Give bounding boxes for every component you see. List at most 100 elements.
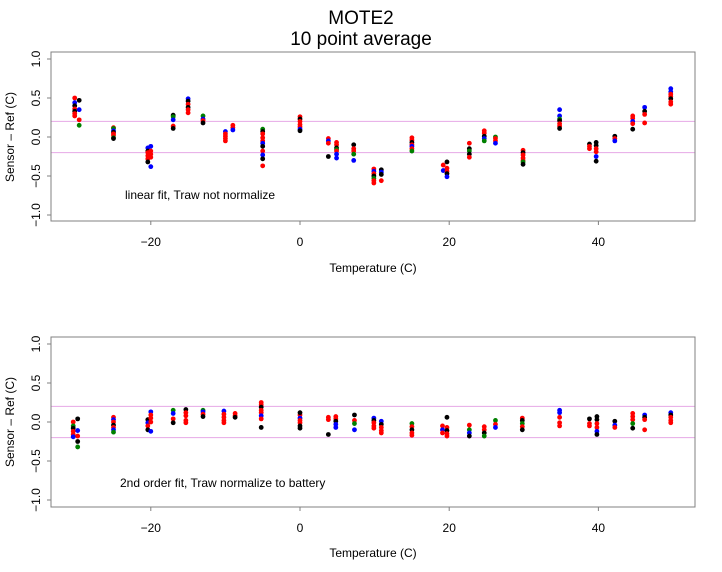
bottom-data-point-red [258, 416, 264, 422]
top-y-axis-label: Sensor – Ref (C) [3, 92, 17, 182]
top-data-point-black [378, 172, 384, 177]
top-data-point-red [72, 95, 78, 101]
bottom-data-point-red [440, 430, 445, 436]
bottom-data-point-black [587, 416, 592, 422]
bottom-x-axis-label: Temperature (C) [329, 546, 416, 560]
bottom-data-point-red [145, 423, 151, 429]
bottom-data-point-black [200, 414, 206, 419]
top-data-point-green [481, 138, 487, 144]
top-data-point-red [260, 148, 266, 154]
top-data-point-black [76, 97, 82, 103]
top-annotation: linear fit, Traw not normalize [125, 188, 275, 202]
top-data-point-red [668, 101, 674, 107]
bottom-data-point-blue [333, 425, 339, 430]
bottom-data-point-black [170, 420, 176, 426]
top-y-tick-label: 0.5 [29, 89, 43, 106]
bottom-data-point-red [594, 425, 600, 430]
bottom-data-point-black [594, 432, 600, 437]
bottom-data-point-red [221, 420, 227, 426]
bottom-data-point-black [466, 433, 472, 439]
top-data-point-black [351, 142, 357, 148]
bottom-data-point-red [642, 427, 648, 433]
bottom-data-point-red [440, 423, 445, 429]
top-x-tick-label: 40 [592, 235, 606, 249]
bottom-data-point-blue [557, 410, 563, 416]
bottom-data-point-red [75, 433, 81, 439]
bottom-data-point-red [170, 416, 176, 422]
bottom-data-point-red [371, 425, 377, 431]
top-y-tick-label: −0.5 [29, 164, 43, 188]
bottom-data-point-black [232, 414, 238, 420]
top-data-point-blue [612, 138, 618, 144]
top-data-point-blue [334, 151, 339, 157]
bottom-data-point-red [148, 419, 154, 425]
top-y-tick-label: 0.0 [29, 128, 43, 145]
bottom-data-point-black [352, 412, 357, 418]
bottom-y-axis-label: Sensor – Ref (C) [3, 377, 17, 467]
top-data-point-green [351, 151, 357, 157]
bottom-data-point-black [75, 416, 81, 422]
top-data-point-blue [493, 140, 498, 146]
chart-subtitle: 10 point average [290, 29, 432, 50]
bottom-data-point-red [642, 417, 648, 423]
top-data-point-blue [334, 155, 339, 161]
top-data-point-black [593, 158, 599, 164]
bottom-data-point-red [587, 423, 592, 429]
bottom-y-tick-label: −1.0 [29, 488, 43, 512]
bottom-y-tick-label: −0.5 [29, 449, 43, 473]
top-data-point-blue [642, 104, 648, 110]
top-data-point-black [260, 156, 266, 162]
bottom-data-point-red [557, 414, 563, 420]
top-data-point-black [630, 126, 636, 132]
bottom-x-tick-label: −20 [141, 521, 162, 535]
bottom-data-point-green [630, 421, 636, 426]
top-data-point-black [260, 143, 266, 149]
top-data-point-red [642, 111, 648, 117]
top-data-point-blue [351, 158, 357, 163]
bottom-data-point-red [148, 415, 154, 421]
bottom-data-point-red [612, 425, 618, 430]
bottom-data-point-red [378, 430, 384, 436]
bottom-x-tick-label: 40 [592, 521, 606, 535]
bottom-data-point-red [183, 420, 189, 426]
top-data-point-red [148, 154, 154, 160]
top-data-point-black [520, 161, 526, 167]
bottom-data-point-black [297, 425, 303, 431]
top-data-point-red [642, 120, 648, 126]
top-data-point-blue [230, 127, 236, 133]
top-data-point-black [200, 120, 206, 126]
top-data-point-black [325, 154, 331, 159]
top-x-tick-label: −20 [141, 235, 162, 249]
bottom-data-point-blue [70, 434, 76, 440]
top-data-point-red [466, 154, 472, 160]
top-data-point-blue [148, 143, 154, 149]
bottom-data-point-black [630, 425, 636, 431]
top-panel: Sensor – Ref (C) Temperature (C) linear … [3, 50, 696, 275]
bottom-data-point-red [183, 413, 189, 419]
chart-title: MOTE2 [328, 8, 393, 29]
bottom-data-point-green [75, 444, 81, 450]
top-data-point-black [557, 126, 563, 131]
top-data-point-red [587, 146, 592, 152]
bottom-data-point-blue [148, 428, 154, 434]
top-data-point-blue [170, 117, 176, 123]
bottom-data-point-green [111, 429, 116, 435]
top-data-point-red [260, 131, 266, 137]
bottom-data-point-black [258, 425, 264, 430]
top-data-point-green [409, 148, 415, 154]
bottom-data-point-black [612, 418, 618, 424]
bottom-data-point-green [352, 421, 357, 426]
bottom-data-point-red [557, 423, 563, 429]
bottom-data-point-red [466, 422, 472, 428]
top-data-point-red [371, 180, 377, 186]
top-data-point-black [145, 159, 151, 165]
bottom-y-tick-label: 1.0 [29, 335, 43, 352]
bottom-data-point-black [444, 414, 450, 420]
bottom-annotation: 2nd order fit, Traw normalize to battery [120, 476, 325, 490]
bottom-data-point-red [70, 419, 76, 425]
top-data-point-red [185, 110, 191, 116]
top-data-point-blue [440, 168, 446, 173]
top-data-point-blue [444, 174, 450, 180]
top-data-point-black [297, 128, 303, 134]
top-data-point-red [76, 117, 82, 123]
